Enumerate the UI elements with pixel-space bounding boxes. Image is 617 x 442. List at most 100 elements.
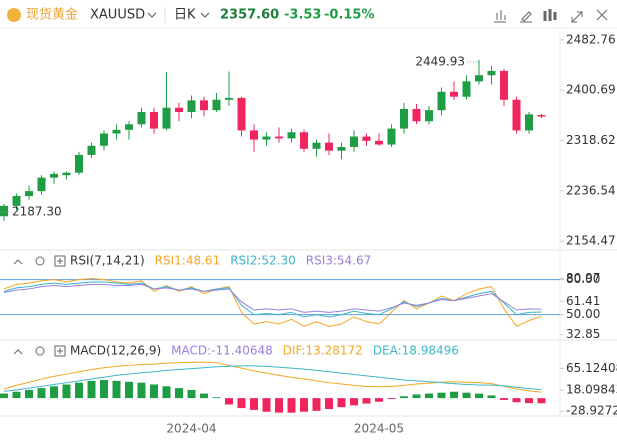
fullscreen-button[interactable] xyxy=(571,11,583,23)
rsi-controls xyxy=(13,255,66,267)
candle-body xyxy=(212,99,221,111)
y-tick-label: 61.41 xyxy=(566,294,600,308)
candle-body xyxy=(112,129,121,134)
histogram-bar xyxy=(75,382,83,399)
indicator-line xyxy=(3,283,542,313)
y-tick-label: -28.92723 xyxy=(566,404,617,418)
candle-body xyxy=(175,107,183,113)
x-tick-label: 2024-04 xyxy=(166,422,216,436)
histogram-bar xyxy=(400,396,408,399)
y-tick-label: 80.00 xyxy=(566,272,600,286)
change: -3.53 xyxy=(284,8,321,23)
y-tick-label: 2400.69 xyxy=(566,83,616,97)
histogram-bar xyxy=(150,384,158,399)
logo xyxy=(7,8,21,22)
change-pct: -0.15% xyxy=(324,8,375,23)
histogram-bar xyxy=(162,386,171,399)
y-tick-label: 2482.76 xyxy=(566,32,616,46)
y-tick-label: 50.00 xyxy=(566,307,600,321)
candle-body xyxy=(275,136,283,139)
histogram-bar xyxy=(325,398,333,410)
price: 2357.60 xyxy=(220,8,279,23)
candle-body xyxy=(412,108,421,122)
candle-body xyxy=(362,136,371,141)
histogram-bar xyxy=(262,398,271,412)
legend-entry: DIF:13.28172 xyxy=(283,344,363,358)
candle-body xyxy=(400,108,408,129)
add-button[interactable] xyxy=(54,345,66,357)
style-button[interactable] xyxy=(543,9,557,21)
candle-body xyxy=(137,112,146,125)
histogram-bar xyxy=(462,392,471,399)
histogram-bar xyxy=(87,380,96,399)
candle-body xyxy=(287,132,296,139)
candle-body xyxy=(100,133,108,146)
legend-entry: DEA:18.98496 xyxy=(373,344,459,358)
candle-body xyxy=(462,81,471,97)
add-button[interactable] xyxy=(54,255,66,267)
candle-body xyxy=(375,140,383,145)
candle-body xyxy=(225,97,233,100)
candle-body xyxy=(87,145,96,155)
draw-button[interactable] xyxy=(520,11,532,23)
symbol[interactable]: XAUUSD xyxy=(90,8,145,23)
histogram-bar xyxy=(412,394,421,399)
collapse-button[interactable] xyxy=(13,259,23,265)
candle-body xyxy=(62,172,71,176)
candle-body xyxy=(150,112,158,129)
histogram-bar xyxy=(500,398,508,400)
histogram-bar xyxy=(25,389,33,399)
candle-body xyxy=(512,99,521,131)
histogram-bar xyxy=(362,398,371,404)
y-tick-label: 2236.54 xyxy=(566,183,616,197)
histogram-bar xyxy=(300,398,308,412)
candle-body xyxy=(425,110,433,122)
candle-body xyxy=(437,91,446,111)
histogram-bar xyxy=(187,389,196,399)
histogram-bar xyxy=(312,398,321,411)
candle-body xyxy=(300,132,308,149)
candle-body xyxy=(187,100,196,113)
y-tick-label: 32.85 xyxy=(566,327,600,341)
histogram-bar xyxy=(125,381,133,399)
x-tick-label: 2024-05 xyxy=(354,422,404,436)
y-tick-label: 65.12408 xyxy=(566,361,617,375)
candle-body xyxy=(500,70,508,100)
y-tick-label: 2154.47 xyxy=(566,234,616,248)
indicator-title: MACD(12,26,9) xyxy=(70,344,161,358)
candle-body xyxy=(262,136,271,140)
candle-body xyxy=(250,130,258,140)
candle-body xyxy=(450,91,458,97)
logo-text: 现货黄金 xyxy=(26,7,78,23)
candle-body xyxy=(75,154,83,173)
histogram-bar xyxy=(225,398,233,405)
indicator-button[interactable] xyxy=(494,10,506,23)
dropdown-arrow[interactable] xyxy=(147,12,157,18)
histogram-bar xyxy=(375,398,383,402)
candle-body xyxy=(525,114,533,131)
legend-entry: RSI1:48.61 xyxy=(155,254,221,268)
candle-body xyxy=(475,75,483,82)
histogram-bar xyxy=(537,398,546,404)
candle-body xyxy=(37,177,46,192)
candle-body xyxy=(350,136,358,147)
histogram-bar xyxy=(387,398,396,400)
histogram-bar xyxy=(175,388,183,399)
period[interactable]: 日K xyxy=(174,8,196,23)
histogram-bar xyxy=(112,380,121,399)
candle-body xyxy=(25,191,33,197)
settings-button[interactable] xyxy=(35,256,45,266)
histogram-bar xyxy=(337,398,346,408)
settings-button[interactable] xyxy=(35,346,45,356)
histogram-bar xyxy=(50,386,58,399)
histogram-bar xyxy=(350,398,358,406)
collapse-button[interactable] xyxy=(13,349,23,355)
high-label: 2449.93 xyxy=(415,54,465,68)
dropdown-arrow[interactable] xyxy=(200,12,210,18)
histogram-bar xyxy=(200,393,208,399)
histogram-bar xyxy=(137,382,146,399)
histogram-bar xyxy=(0,393,8,399)
legend-entry: RSI2:52.30 xyxy=(230,254,296,268)
close-button[interactable] xyxy=(596,9,608,21)
